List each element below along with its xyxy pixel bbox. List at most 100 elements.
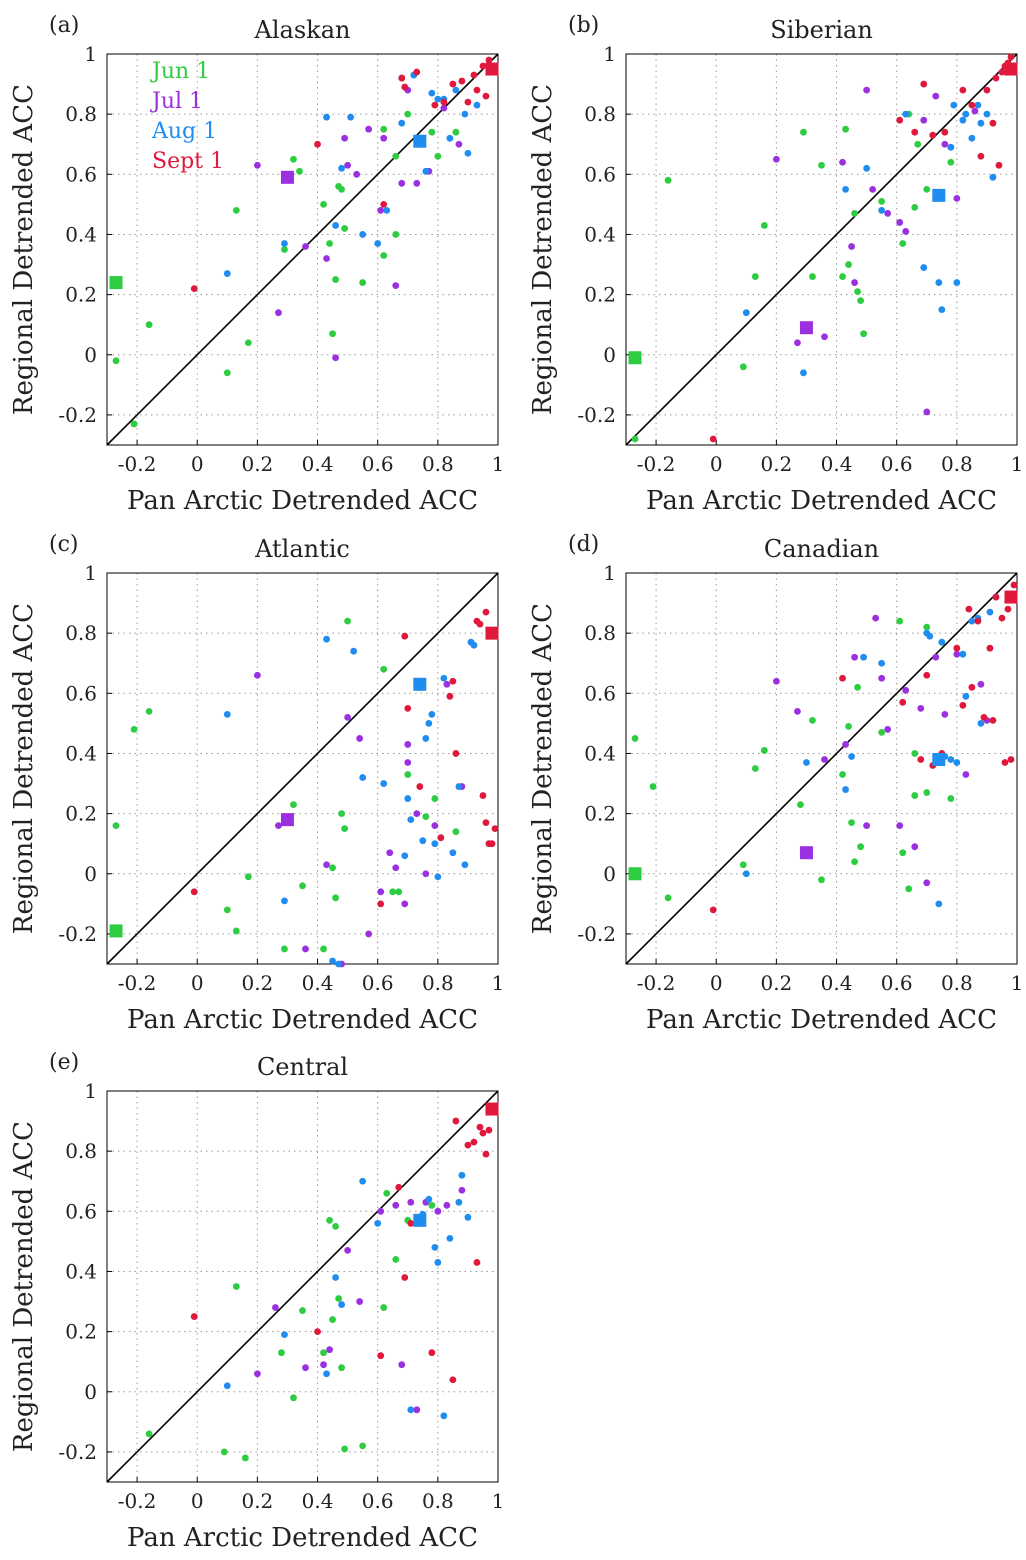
data-point-jun <box>344 617 352 625</box>
data-point-jul <box>407 1198 415 1206</box>
data-point-jun <box>326 240 333 247</box>
data-point-jun <box>851 858 858 866</box>
data-point-aug <box>455 783 463 790</box>
data-point-aug <box>350 647 358 655</box>
data-point-jun <box>845 722 852 730</box>
data-point-jul <box>344 713 352 721</box>
data-point-jun <box>818 161 825 169</box>
data-point-jul <box>902 686 910 694</box>
data-point-jun <box>359 279 367 286</box>
data-point-jun <box>380 1304 388 1311</box>
y-tick-label: 0.6 <box>65 162 97 186</box>
data-point-jul <box>851 279 858 286</box>
data-point-aug <box>938 306 946 314</box>
x-tick-label: 0.2 <box>241 1489 273 1513</box>
highlight-square-aug <box>932 188 946 202</box>
data-point-aug <box>947 143 955 151</box>
data-point-jun <box>232 1283 240 1290</box>
data-point-aug <box>419 837 427 845</box>
data-point-jun <box>329 1316 336 1323</box>
data-point-jun <box>244 339 252 347</box>
data-point-aug <box>962 110 970 118</box>
data-point-aug <box>332 1274 339 1281</box>
one-to-one-line <box>106 572 499 965</box>
data-point-sep <box>953 644 961 652</box>
data-point-sep <box>959 701 967 709</box>
data-point-sep <box>398 74 406 82</box>
data-point-jun <box>341 825 349 833</box>
data-point-aug <box>461 110 469 118</box>
y-tick-label: 0.4 <box>65 741 97 765</box>
y-tick-label: 0.2 <box>584 283 616 307</box>
data-point-jun <box>241 1454 249 1462</box>
data-point-jun <box>631 735 639 742</box>
data-point-jun <box>905 885 913 893</box>
data-point-aug <box>223 1382 231 1390</box>
data-point-jun <box>751 765 759 772</box>
data-point-jun <box>914 140 922 148</box>
data-point-jul <box>917 704 925 712</box>
data-point-aug <box>446 1234 454 1242</box>
data-point-jun <box>857 297 864 305</box>
data-point-sep <box>482 1150 490 1158</box>
data-point-jul <box>413 179 421 187</box>
x-tick-label: 0.4 <box>302 452 334 476</box>
data-point-jun <box>842 125 849 133</box>
data-point-jun <box>845 261 852 268</box>
data-point-sep <box>980 713 988 721</box>
data-point-aug <box>359 774 367 781</box>
data-point-aug <box>332 222 339 229</box>
data-point-jun <box>818 876 825 884</box>
data-point-jul <box>884 726 892 733</box>
data-point-aug <box>425 719 433 727</box>
data-point-jun <box>232 927 240 935</box>
x-tick-label: -0.2 <box>118 452 157 476</box>
data-point-jun <box>299 882 306 890</box>
data-point-sep <box>709 906 717 914</box>
data-point-jun <box>380 252 388 259</box>
y-tick-label: 0.2 <box>65 1320 97 1344</box>
x-axis-label: Pan Arctic Detrended ACC <box>127 1523 478 1553</box>
data-point-sep <box>968 683 976 691</box>
data-point-jun <box>760 222 768 229</box>
data-point-jun <box>851 210 858 217</box>
panel-alaskan: -0.2 0 0.2 0.4 0.6 0.8 1 -0.2 0 0.2 0.4 0.6 0.8 1 Alas… <box>9 13 504 516</box>
data-point-jun <box>947 158 955 166</box>
data-point-jul <box>821 756 828 763</box>
data-point-jun <box>854 288 861 296</box>
x-axis-label: Pan Arctic Detrended ACC <box>127 1005 478 1035</box>
y-tick-label: -0.2 <box>58 1440 97 1464</box>
data-point-sep <box>911 128 919 136</box>
axes-frame <box>106 53 499 446</box>
x-tick-label: 0.6 <box>362 1489 394 1513</box>
panel-label: (a) <box>49 13 79 38</box>
data-point-sep <box>709 435 717 443</box>
panel-title: Alaskan <box>254 16 351 44</box>
data-point-jun <box>896 617 904 625</box>
data-point-jun <box>839 771 846 778</box>
data-point-aug <box>374 240 382 247</box>
data-point-sep <box>491 825 499 833</box>
data-point-jun <box>338 185 345 193</box>
data-point-jul <box>344 1247 352 1254</box>
data-point-jul <box>962 771 970 778</box>
data-point-aug <box>455 1198 463 1206</box>
x-tick-label: 0.2 <box>760 452 792 476</box>
data-point-jun <box>389 888 397 896</box>
data-point-aug <box>977 719 985 727</box>
data-point-jul <box>392 1201 400 1209</box>
data-point-jul <box>377 888 385 896</box>
data-point-jun <box>112 357 120 365</box>
data-point-jul <box>953 650 961 658</box>
data-point-sep <box>190 1313 198 1320</box>
data-point-aug <box>434 95 442 103</box>
panel-title: Atlantic <box>254 535 350 563</box>
data-point-jul <box>275 309 282 317</box>
data-point-sep <box>437 834 445 842</box>
data-point-jun <box>404 771 412 778</box>
data-point-jun <box>800 128 807 136</box>
panel-label: (d) <box>568 532 599 557</box>
data-point-sep <box>452 750 460 757</box>
data-point-aug <box>938 638 946 646</box>
